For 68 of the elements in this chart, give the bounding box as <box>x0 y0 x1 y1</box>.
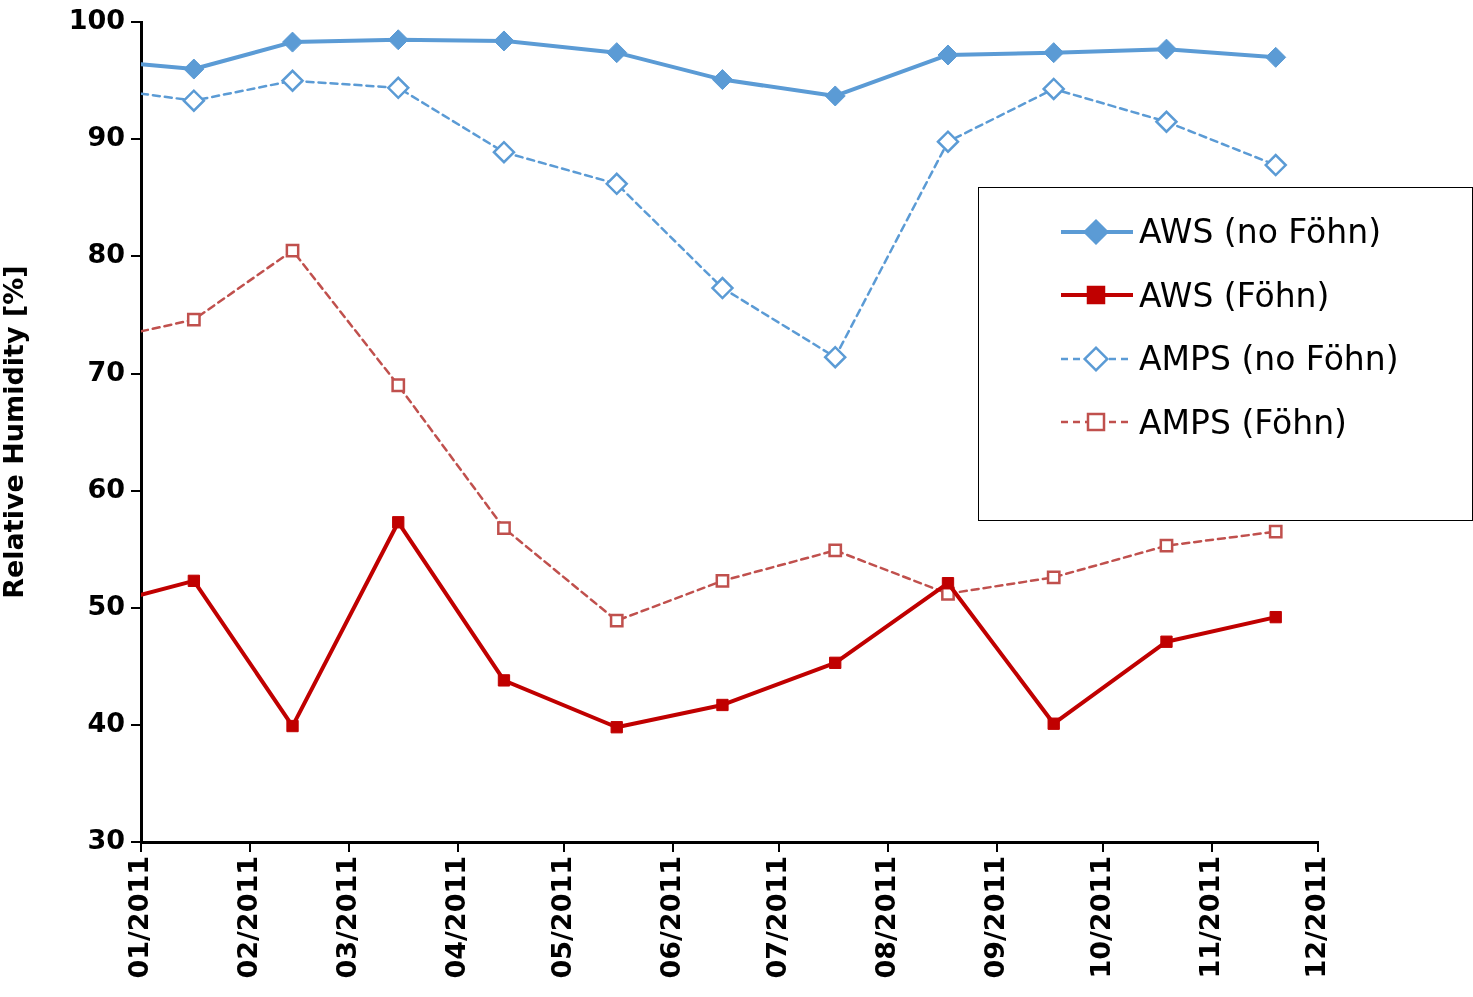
point <box>281 69 304 93</box>
x-tick-label: 10/2011 <box>1085 856 1117 979</box>
point <box>936 130 960 153</box>
point <box>286 719 299 733</box>
y-tick-label: 40 <box>87 706 125 738</box>
point <box>187 574 201 587</box>
x-tick-label: 01/2011 <box>123 856 155 979</box>
point <box>823 345 847 369</box>
point <box>1046 570 1061 585</box>
point <box>716 698 729 712</box>
y-tick-label: 80 <box>87 238 125 270</box>
point <box>609 613 624 628</box>
x-tick-label: 03/2011 <box>330 856 362 979</box>
point <box>492 140 516 164</box>
point <box>387 29 409 51</box>
y-tick-label: 50 <box>87 589 125 621</box>
point <box>1155 38 1177 60</box>
point <box>828 543 843 558</box>
point <box>497 674 511 687</box>
point <box>1047 717 1060 730</box>
x-tick-label: 09/2011 <box>979 856 1011 979</box>
point <box>1160 635 1173 648</box>
y-tick-label: 60 <box>87 472 125 504</box>
point <box>493 30 515 52</box>
point <box>1269 610 1282 624</box>
x-tick-label: 11/2011 <box>1194 856 1226 979</box>
x-tick-label: 05/2011 <box>545 856 577 979</box>
point <box>824 85 846 107</box>
x-tick-label: 04/2011 <box>440 856 472 979</box>
point <box>1043 42 1065 64</box>
point <box>1264 153 1287 177</box>
point <box>186 312 201 327</box>
point <box>387 76 410 100</box>
y-axis-title: Relative Humidity [%] <box>0 265 30 599</box>
legend-label: AMPS (Föhn) <box>1139 402 1347 442</box>
y-tick-label: 30 <box>87 824 125 856</box>
x-tick-label: 07/2011 <box>760 856 792 979</box>
legend-label: AWS (no Föhn) <box>1139 212 1382 252</box>
legend-label: AWS (Föhn) <box>1139 275 1330 315</box>
point <box>391 378 406 393</box>
point <box>497 521 511 536</box>
x-tick-label: 08/2011 <box>870 856 902 979</box>
point <box>937 44 959 66</box>
point <box>282 31 304 53</box>
point <box>829 656 842 669</box>
point <box>183 58 205 80</box>
point <box>715 573 730 588</box>
x-tick-label: 02/2011 <box>232 856 264 979</box>
point <box>1042 77 1065 101</box>
point <box>1159 538 1174 553</box>
point <box>1268 524 1283 539</box>
x-tick-label: 06/2011 <box>655 856 687 979</box>
point <box>606 42 628 64</box>
x-tick-label: 12/2011 <box>1300 856 1332 979</box>
point <box>941 577 955 590</box>
point <box>182 89 206 112</box>
point <box>392 516 405 529</box>
legend-label: AMPS (no Föhn) <box>1139 339 1399 379</box>
point <box>285 243 300 258</box>
point <box>605 172 628 196</box>
point <box>711 69 733 91</box>
y-tick-label: 70 <box>87 355 125 387</box>
point <box>1265 46 1287 68</box>
point <box>610 721 623 734</box>
point <box>1155 110 1178 133</box>
y-tick-label: 100 <box>68 4 125 36</box>
y-tick-label: 90 <box>87 121 125 153</box>
point <box>711 276 734 300</box>
